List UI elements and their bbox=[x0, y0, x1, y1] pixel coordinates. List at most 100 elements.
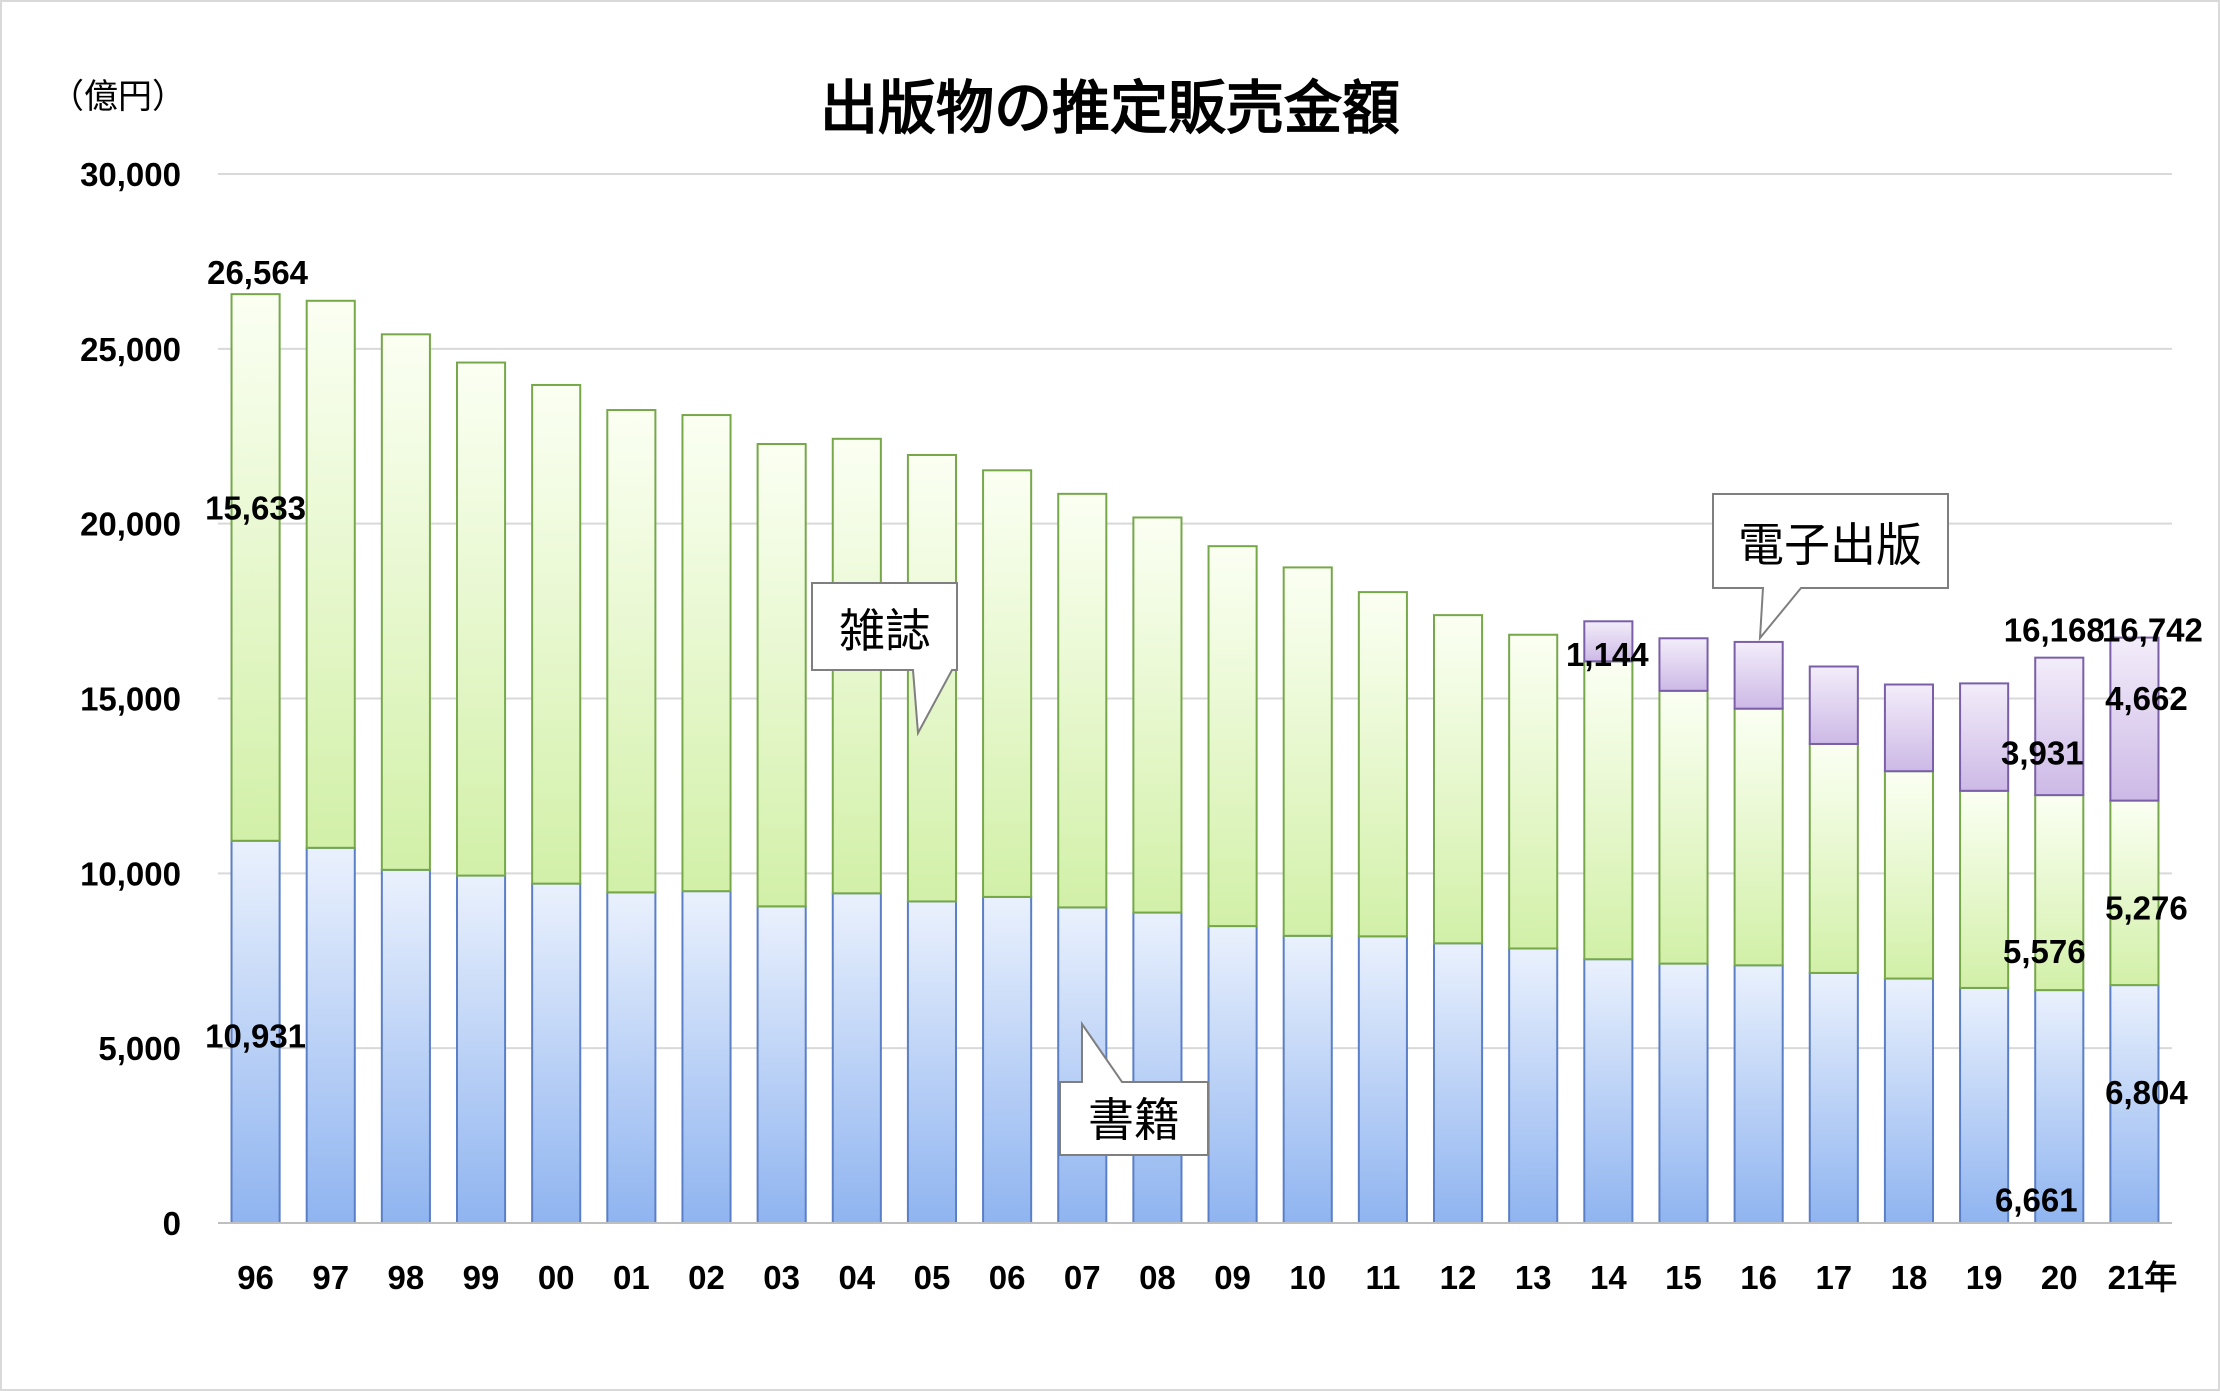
bar-segment-ebooks bbox=[1733, 640, 1784, 710]
x-tick-label: 03 bbox=[763, 1259, 800, 1296]
callout-books-shape bbox=[1059, 1020, 1209, 1156]
bar-segment-books bbox=[1808, 971, 1859, 1224]
callout-magazine-label: 雑誌 bbox=[839, 604, 931, 658]
callout-magazine-shape bbox=[811, 582, 958, 737]
bar-segment-magazines bbox=[2109, 799, 2160, 987]
bar-segment-magazines bbox=[1057, 492, 1108, 909]
x-tick-label: 15 bbox=[1665, 1259, 1702, 1296]
x-tick-label: 17 bbox=[1815, 1259, 1852, 1296]
data-label: 3,931 bbox=[2001, 735, 2084, 772]
x-tick-label: 07 bbox=[1064, 1259, 1101, 1296]
bar-segment-magazines bbox=[606, 409, 657, 894]
callout-books: 書籍 bbox=[1059, 1020, 1209, 1156]
x-tick-label: 16 bbox=[1740, 1259, 1777, 1296]
x-tick-label: 19 bbox=[1966, 1259, 2003, 1296]
callout-books-label: 書籍 bbox=[1088, 1093, 1180, 1147]
bar-segment-ebooks bbox=[2109, 636, 2160, 802]
gridlines bbox=[218, 173, 2172, 1050]
x-tick-label: 02 bbox=[688, 1259, 725, 1296]
callout-magazine: 雑誌 bbox=[811, 582, 958, 737]
x-axis-ticks: 96 97 98 99 00 01 02 03 04 05 06 07 08 09 10 11 12 13 14 15… bbox=[237, 1259, 2177, 1296]
bar-segment-books bbox=[305, 846, 356, 1224]
x-tick-label: 11 bbox=[1365, 1259, 1400, 1296]
x-tick-label: 04 bbox=[838, 1259, 875, 1296]
bar-segment-books bbox=[1959, 986, 2010, 1225]
bar-segment-ebooks bbox=[1883, 683, 1935, 773]
unit-label: （億円） bbox=[50, 77, 186, 117]
bar-segment-ebooks bbox=[1808, 665, 1859, 745]
x-tick-label: 21年 bbox=[2108, 1259, 2178, 1296]
bar-segment-books bbox=[831, 892, 882, 1225]
bar-segment-ebooks bbox=[1658, 637, 1709, 692]
bar-segment-books bbox=[1207, 925, 1258, 1224]
data-label: 5,276 bbox=[2105, 890, 2188, 927]
bar-segment-magazines bbox=[756, 443, 807, 908]
bar-segment-books bbox=[2034, 989, 2085, 1224]
data-labels: 26,564 15,633 10,931 1,144 16,168 3,931 5,576 6… bbox=[205, 254, 2203, 1219]
bar-segment-magazines bbox=[230, 293, 281, 842]
bar-segment-magazines bbox=[531, 383, 582, 885]
bar-segment-books bbox=[681, 890, 732, 1224]
x-tick-label: 18 bbox=[1891, 1259, 1928, 1296]
y-tick-label: 30,000 bbox=[80, 156, 181, 193]
bar-segment-ebooks bbox=[2034, 656, 2085, 797]
bar-segment-books bbox=[1883, 977, 1935, 1224]
bar-segment-magazines bbox=[1207, 545, 1258, 928]
bar-segment-magazines bbox=[1808, 742, 1859, 974]
bar-segment-books bbox=[606, 891, 657, 1225]
x-tick-label: 98 bbox=[388, 1259, 425, 1296]
bar-segment-magazines bbox=[1583, 660, 1634, 961]
x-tick-label: 13 bbox=[1515, 1259, 1552, 1296]
x-tick-label: 01 bbox=[613, 1259, 650, 1296]
y-tick-label: 0 bbox=[163, 1205, 181, 1242]
bar-segment-ebooks bbox=[1959, 682, 2010, 792]
bar-segment-magazines bbox=[455, 361, 507, 877]
bars bbox=[230, 293, 2160, 1225]
bar-segment-books bbox=[1583, 958, 1634, 1225]
data-label: 16,168 bbox=[2004, 612, 2105, 649]
bar-segment-magazines bbox=[1883, 770, 1935, 980]
y-tick-label: 15,000 bbox=[80, 681, 181, 718]
x-tick-label: 08 bbox=[1139, 1259, 1176, 1296]
bar-segment-books bbox=[1508, 947, 1559, 1224]
data-label: 15,633 bbox=[205, 489, 306, 526]
data-label: 4,662 bbox=[2105, 680, 2188, 717]
x-tick-label: 14 bbox=[1590, 1259, 1627, 1296]
data-label: 6,804 bbox=[2105, 1074, 2188, 1111]
bar-segment-books bbox=[1733, 964, 1784, 1224]
x-tick-label: 12 bbox=[1440, 1259, 1477, 1296]
data-label: 26,564 bbox=[207, 254, 309, 291]
x-tick-label: 99 bbox=[463, 1259, 500, 1296]
bar-segment-books bbox=[1282, 934, 1333, 1225]
bar-segment-magazines bbox=[1432, 614, 1484, 945]
x-tick-label: 97 bbox=[312, 1259, 349, 1296]
bar-segment-books bbox=[380, 868, 431, 1224]
bar-segment-magazines bbox=[1658, 689, 1709, 965]
bar-segment-books bbox=[1658, 962, 1709, 1224]
data-label: 10,931 bbox=[205, 1018, 306, 1055]
bar-segment-magazines bbox=[1508, 633, 1559, 950]
data-label: 1,144 bbox=[1566, 636, 1649, 673]
bar-segment-books bbox=[230, 839, 281, 1224]
bar-segment-magazines bbox=[1357, 591, 1408, 938]
x-tick-label: 09 bbox=[1214, 1259, 1251, 1296]
bar-segment-books bbox=[455, 874, 507, 1225]
chart-title: 出版物の推定販売金額 bbox=[820, 74, 1400, 142]
x-tick-label: 96 bbox=[237, 1259, 274, 1296]
y-tick-label: 20,000 bbox=[80, 506, 181, 543]
callout-ebook-shape bbox=[1712, 493, 1949, 642]
y-tick-label: 5,000 bbox=[98, 1030, 181, 1067]
bar-segment-magazines bbox=[2034, 794, 2085, 992]
bar-segment-magazines bbox=[305, 299, 356, 849]
x-tick-label: 10 bbox=[1289, 1259, 1326, 1296]
y-tick-label: 25,000 bbox=[80, 331, 181, 368]
bar-segment-ebooks bbox=[1583, 620, 1634, 663]
data-label: 5,576 bbox=[2003, 933, 2086, 970]
bar-segment-books bbox=[1132, 911, 1183, 1224]
data-label: 16,742 bbox=[2102, 612, 2203, 649]
data-label: 6,661 bbox=[1995, 1182, 2078, 1219]
bar-segment-magazines bbox=[1282, 566, 1333, 937]
y-axis-ticks: 0 5,000 10,000 15,000 20,000 25,000 30,000 bbox=[80, 156, 181, 1242]
callout-ebook: 電子出版 bbox=[1712, 493, 1949, 642]
bar-segment-books bbox=[2109, 984, 2160, 1224]
